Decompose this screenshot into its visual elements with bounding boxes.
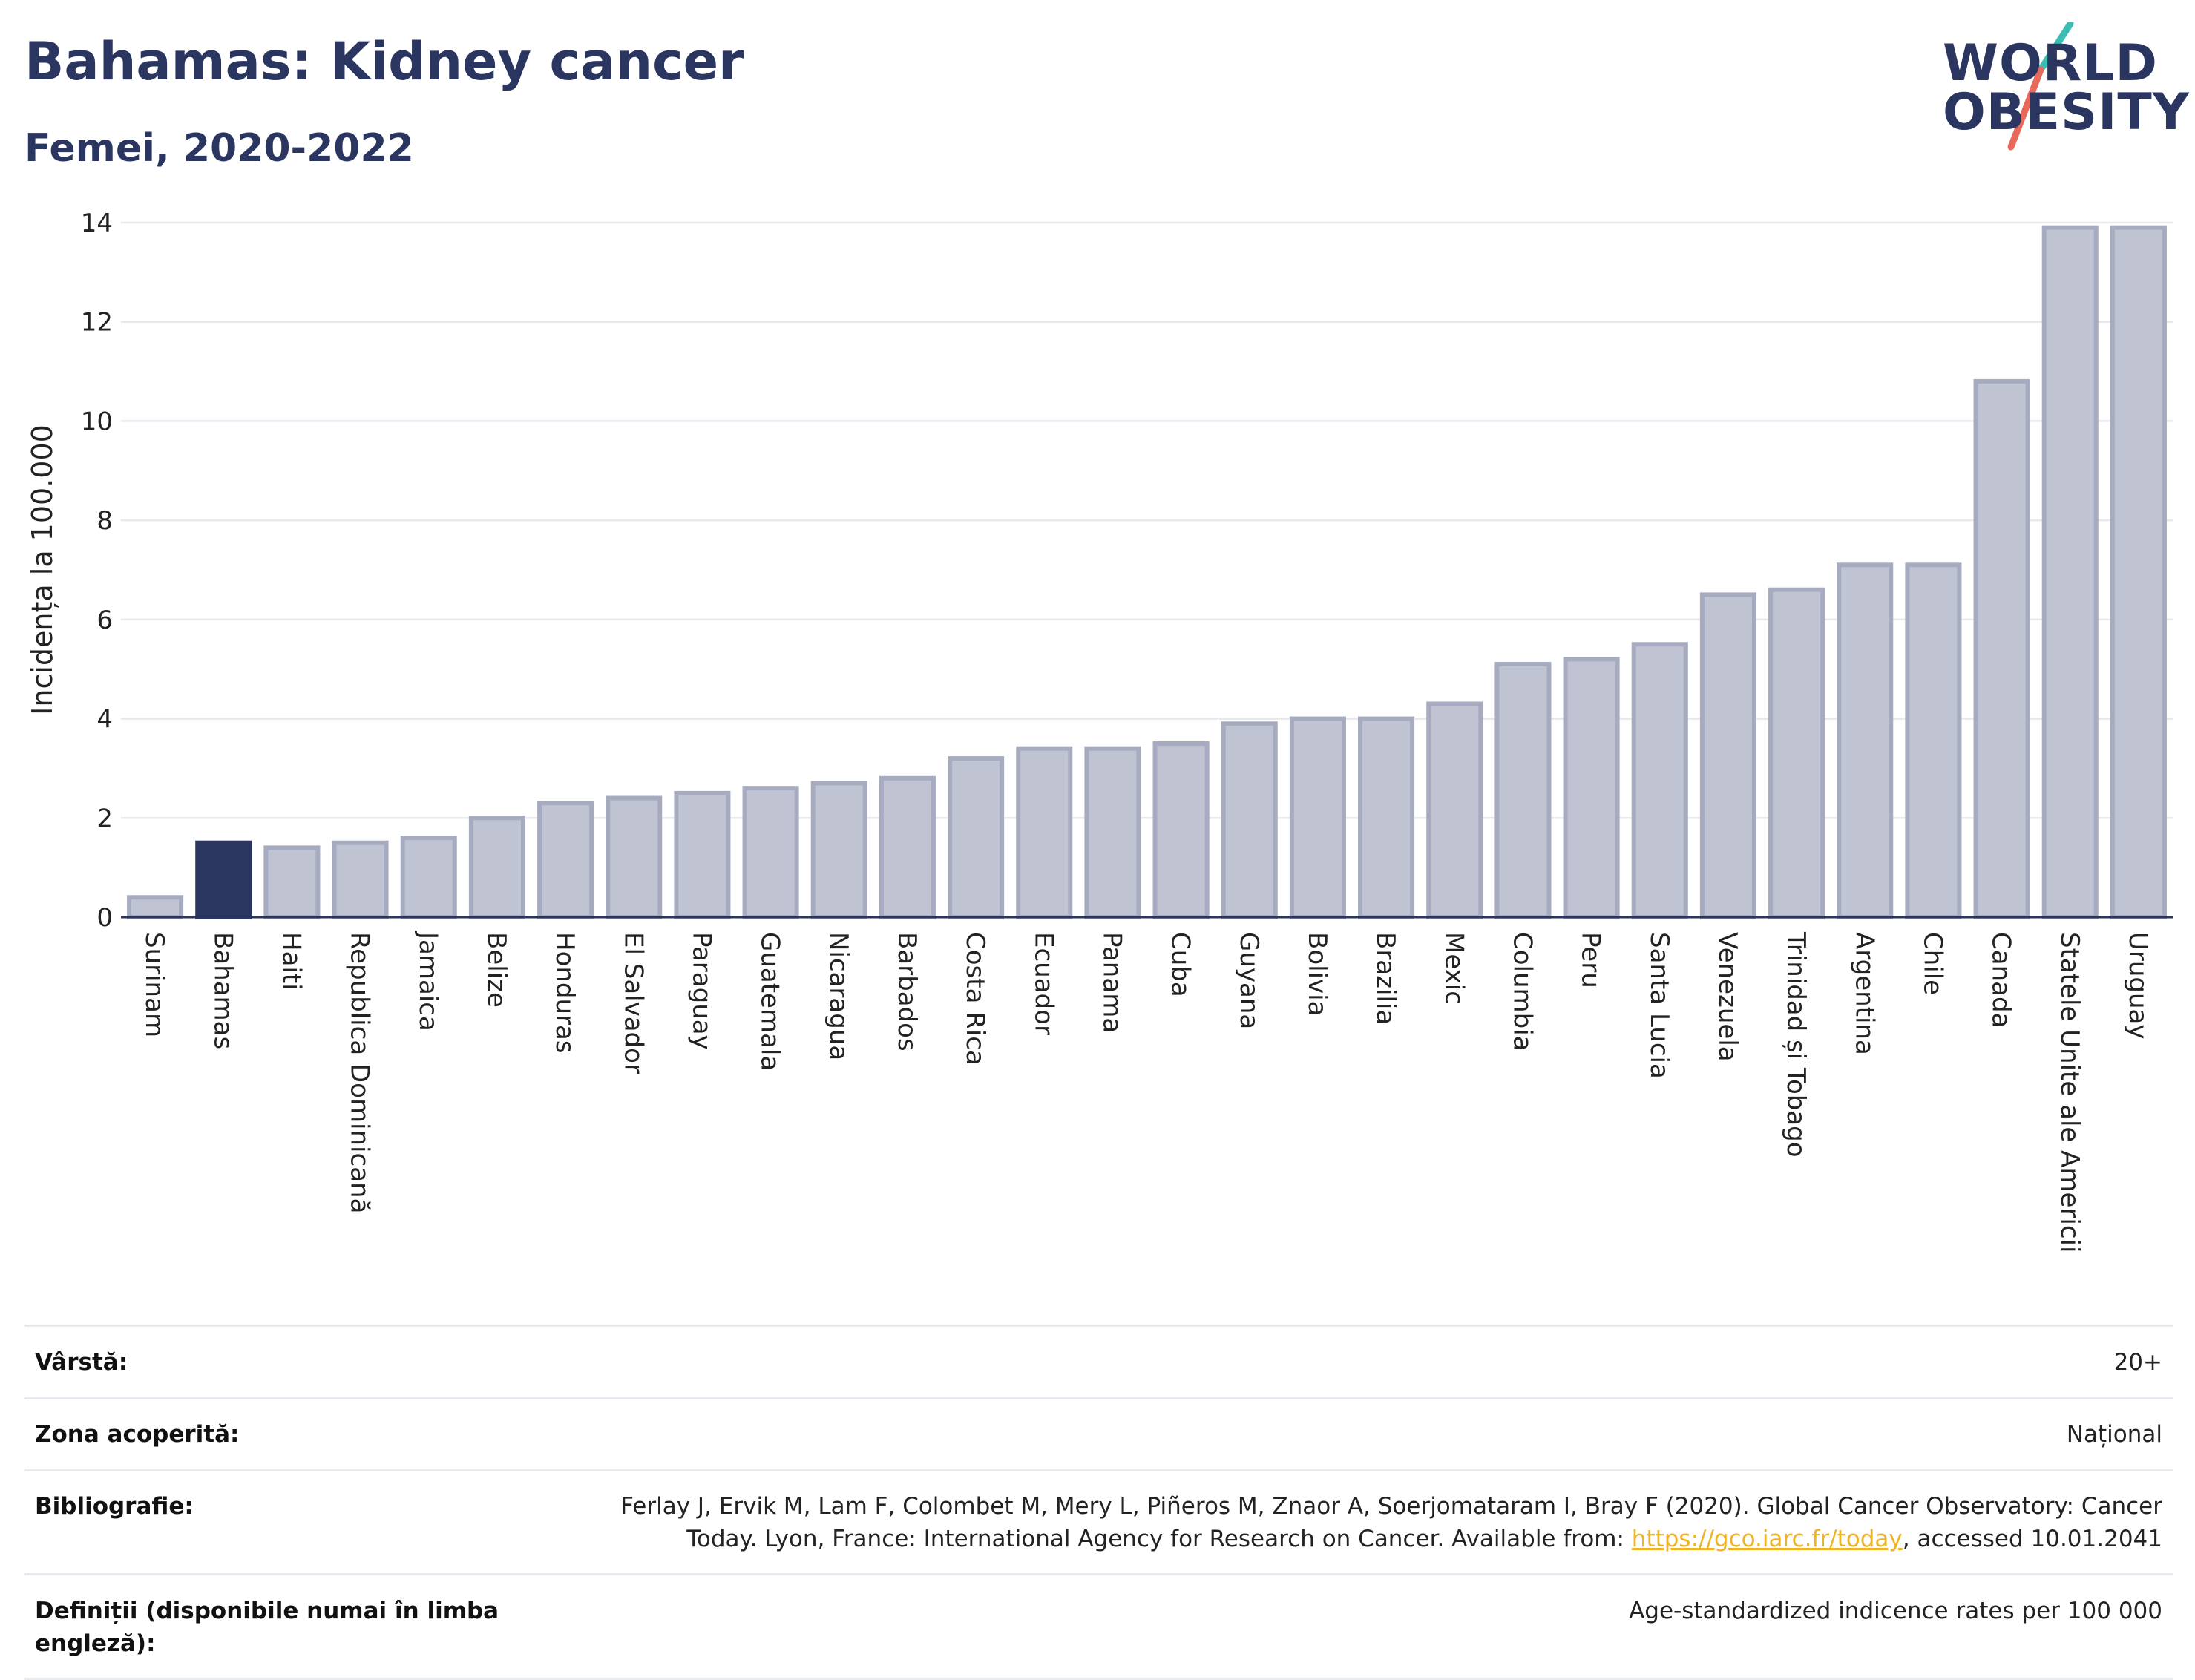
x-tick-label: Belize <box>482 932 511 1008</box>
x-tick-label: Uruguay <box>2123 932 2153 1040</box>
x-tick-label: Bahamas <box>208 932 237 1049</box>
x-tick-label: Brazilia <box>1371 932 1400 1025</box>
page-subtitle: Femei, 2020-2022 <box>24 126 414 171</box>
meta-row-definitions: Definiții (disponibile numai în limba en… <box>24 1573 2173 1680</box>
logo-word-obesity: OBESITY <box>1943 83 2190 142</box>
bar <box>1016 746 1073 920</box>
meta-label-bibliography: Bibliografie: <box>35 1493 194 1520</box>
x-tick-label: Trinidad și Tobago <box>1781 931 1811 1158</box>
bar <box>1699 592 1756 920</box>
x-tick-label: Statele Unite ale Americii <box>2055 932 2084 1253</box>
bar <box>1084 746 1141 920</box>
bar <box>1905 562 1962 919</box>
logo-word-world: WORLD <box>1943 34 2158 93</box>
bar <box>127 895 184 920</box>
x-tick-label: Panama <box>1097 932 1126 1033</box>
bar <box>537 801 594 919</box>
meta-row-area: Zona acoperită: Național <box>24 1397 2173 1469</box>
meta-label-age: Vârstă: <box>35 1349 128 1376</box>
bar <box>1426 701 1483 919</box>
bar <box>400 836 457 919</box>
metadata-table: Vârstă: 20+ Zona acoperită: Național Bib… <box>24 1325 2173 1680</box>
x-tick-label: Bolivia <box>1302 932 1332 1016</box>
chart-bars <box>127 225 2167 920</box>
x-tick-label: Jamaica <box>413 931 443 1031</box>
x-tick-label: Columbia <box>1507 932 1537 1051</box>
bar <box>1494 662 1552 919</box>
y-tick-label: 4 <box>96 705 113 735</box>
meta-label-definitions: Definiții (disponibile numai în limba en… <box>35 1598 499 1657</box>
x-tick-label: Mexic <box>1439 932 1469 1005</box>
y-tick-label: 6 <box>96 606 113 635</box>
bar <box>810 781 867 919</box>
x-tick-label: Honduras <box>550 932 580 1054</box>
bar <box>195 840 252 919</box>
y-tick-label: 14 <box>81 209 113 238</box>
x-tick-label: Republica Dominicană <box>345 932 375 1213</box>
bar <box>742 786 799 919</box>
x-tick-label: Guatemala <box>755 932 785 1071</box>
x-tick-label: Guyana <box>1234 932 1264 1029</box>
meta-label-area: Zona acoperită: <box>35 1421 240 1448</box>
y-tick-label: 10 <box>81 407 113 436</box>
meta-value-age: 20+ <box>2113 1349 2162 1376</box>
x-tick-label: Paraguay <box>686 932 716 1050</box>
x-axis-ticks: Surinam Bahamas Haiti Republica Dominicană J… <box>140 931 2153 1253</box>
x-tick-label: Santa Lucia <box>1644 932 1674 1079</box>
meta-value-bibliography: Ferlay J, Ervik M, Lam F, Colombet M, Me… <box>567 1490 2162 1555</box>
bar <box>468 816 525 920</box>
bar <box>1563 657 1620 919</box>
x-tick-label: Barbados <box>892 932 922 1051</box>
x-tick-label: Haiti <box>276 932 306 991</box>
bar <box>948 756 1005 919</box>
x-tick-label: Ecuador <box>1028 932 1058 1035</box>
meta-row-bibliography: Bibliografie: Ferlay J, Ervik M, Lam F, … <box>24 1469 2173 1573</box>
x-tick-label: Argentina <box>1849 932 1879 1055</box>
y-axis-label: Incidența la 100.000 <box>26 424 59 715</box>
bar <box>674 790 731 920</box>
x-tick-label: Peru <box>1576 932 1606 988</box>
bibliography-text: Ferlay J, Ervik M, Lam F, Colombet M, Me… <box>620 1493 2162 1552</box>
bar <box>1221 721 1278 919</box>
bar <box>1358 716 1415 919</box>
x-tick-label: Canada <box>1986 932 2016 1028</box>
y-tick-label: 8 <box>96 506 113 536</box>
x-tick-label: Cuba <box>1166 932 1195 997</box>
x-tick-label: Nicaragua <box>824 932 853 1060</box>
bar-chart: 0 2 4 6 8 10 12 14 Surinam Bahamas Haiti Republica… <box>26 209 2173 1253</box>
y-axis-ticks: 0 2 4 6 8 10 12 14 <box>81 209 113 933</box>
y-tick-label: 2 <box>96 804 113 833</box>
meta-value-definitions: Age-standardized indicence rates per 100… <box>1629 1598 2162 1624</box>
bar <box>1837 562 1894 919</box>
y-tick-label: 0 <box>96 903 113 933</box>
x-tick-label: Venezuela <box>1713 932 1742 1062</box>
bibliography-link[interactable]: https://gco.iarc.fr/today <box>1631 1526 1903 1552</box>
x-tick-label: Chile <box>1917 932 1947 995</box>
bar <box>2041 225 2099 919</box>
page-title: Bahamas: Kidney cancer <box>24 31 744 92</box>
bar <box>1631 642 1688 919</box>
bar <box>1289 716 1346 919</box>
bibliography-accessed: , accessed 10.01.2041 <box>1902 1526 2162 1552</box>
meta-row-age: Vârstă: 20+ <box>24 1325 2173 1397</box>
logo-slash-icon <box>2007 22 2074 151</box>
chart-grid <box>121 221 2173 819</box>
bar <box>263 845 321 920</box>
world-obesity-logo: WORLD OBESITY <box>1929 22 2189 156</box>
bar <box>606 795 663 919</box>
bar <box>1152 741 1210 919</box>
x-tick-label: Costa Rica <box>960 932 990 1066</box>
bar <box>1973 378 2030 919</box>
bar <box>879 775 936 920</box>
x-tick-label: Surinam <box>140 932 169 1037</box>
bar <box>2110 225 2167 919</box>
y-tick-label: 12 <box>81 308 113 338</box>
bar <box>1768 587 1825 919</box>
meta-value-area: Național <box>2066 1421 2162 1448</box>
x-tick-label: El Salvador <box>618 932 648 1074</box>
bar <box>332 840 389 919</box>
